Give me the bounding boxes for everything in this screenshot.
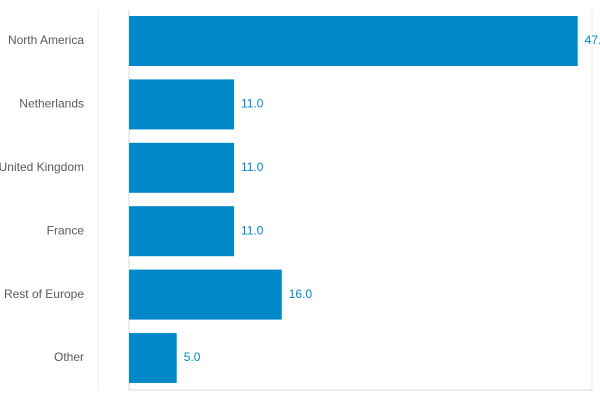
category-label: Rest of Europe: [4, 287, 84, 301]
value-label: 11.0: [241, 160, 264, 174]
value-label: 5.0: [184, 350, 201, 364]
category-label: North America: [8, 33, 84, 47]
bar: [129, 79, 235, 130]
value-label: 11.0: [241, 97, 264, 111]
bar: [129, 206, 235, 257]
bar: [129, 142, 235, 193]
value-label: 47.0: [585, 33, 600, 47]
value-label: 11.0: [241, 223, 264, 237]
value-label: 16.0: [289, 287, 313, 301]
category-label: United Kingdom: [0, 160, 84, 174]
bar: [129, 333, 177, 383]
bar: [129, 16, 578, 66]
category-label: Other: [54, 350, 84, 364]
category-label: France: [47, 223, 85, 237]
bar-group: North America 47.0 Netherlands 11.0 United K…: [0, 16, 600, 383]
category-label: Netherlands: [19, 97, 84, 111]
bar: [129, 269, 282, 320]
